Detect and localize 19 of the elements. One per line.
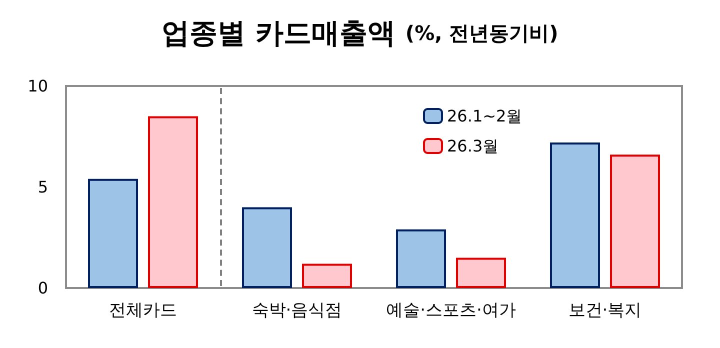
- bar: [456, 258, 506, 288]
- x-tick-label: 보건·복지: [568, 300, 642, 320]
- y-tick-label: 5: [38, 178, 48, 196]
- bar: [242, 207, 292, 288]
- bar: [302, 264, 352, 288]
- y-tick-label: 0: [38, 278, 48, 298]
- y-tick-label: 10: [28, 76, 48, 96]
- x-tick-label: 숙박·음식점: [252, 300, 342, 320]
- bar: [88, 178, 138, 288]
- x-tick-label: 전체카드: [109, 300, 177, 320]
- bar: [148, 116, 198, 288]
- chart-subtitle: (%, 전년동기비): [405, 21, 558, 45]
- chart-title: 업종별 카드매출액: [162, 16, 396, 50]
- bar: [610, 154, 660, 288]
- legend-label: 26.1~2월: [447, 106, 522, 126]
- bar: [396, 229, 446, 288]
- legend-label: 26.3월: [447, 136, 499, 156]
- x-tick-label: 예술·스포츠·여가: [386, 300, 516, 320]
- bar: [550, 142, 600, 288]
